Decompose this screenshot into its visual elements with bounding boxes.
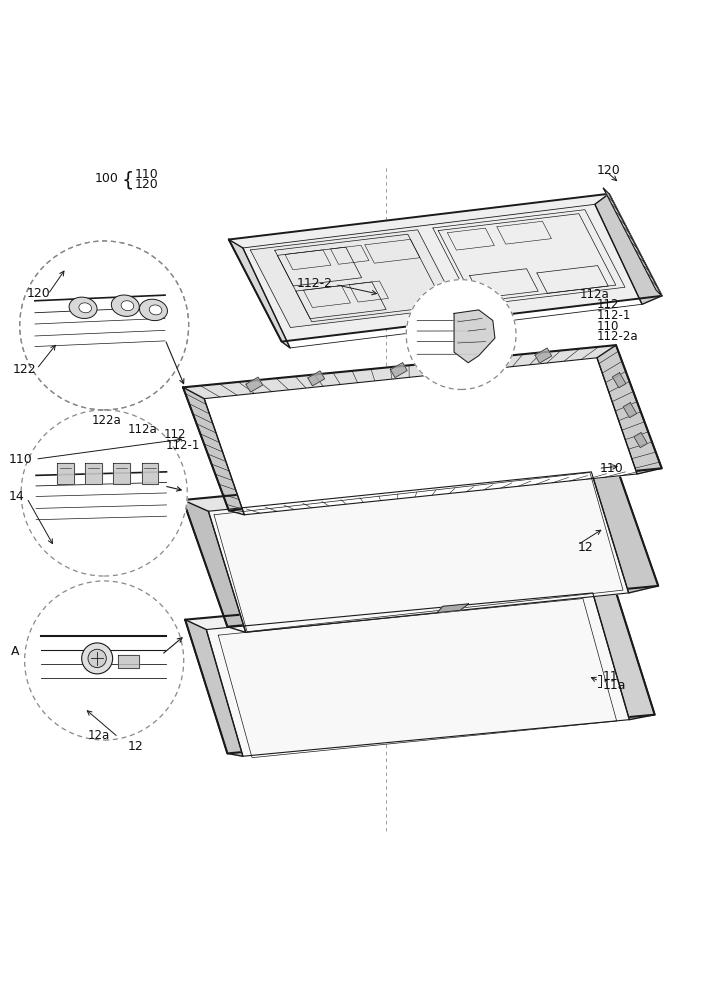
Text: 122: 122 <box>13 363 37 376</box>
Polygon shape <box>183 345 662 511</box>
Text: 12a: 12a <box>88 729 111 742</box>
Text: 12: 12 <box>128 740 144 753</box>
Polygon shape <box>204 358 637 515</box>
Polygon shape <box>208 472 629 632</box>
Polygon shape <box>85 463 102 484</box>
Polygon shape <box>593 581 655 720</box>
Polygon shape <box>229 194 662 342</box>
Ellipse shape <box>79 303 92 313</box>
Polygon shape <box>113 463 130 484</box>
Text: 110: 110 <box>600 462 624 475</box>
Text: 120: 120 <box>27 287 51 300</box>
Text: 112-2a: 112-2a <box>597 330 639 343</box>
Polygon shape <box>308 371 325 386</box>
Polygon shape <box>183 387 244 515</box>
Polygon shape <box>535 348 552 363</box>
Text: 120: 120 <box>135 178 159 191</box>
Ellipse shape <box>149 305 162 315</box>
Polygon shape <box>597 345 662 474</box>
Text: 110: 110 <box>597 320 620 333</box>
Text: 112-1: 112-1 <box>165 439 200 452</box>
Text: 12: 12 <box>577 541 593 554</box>
Polygon shape <box>634 433 648 448</box>
Text: 112a: 112a <box>128 423 158 436</box>
Text: 112-2: 112-2 <box>296 277 332 290</box>
Text: A: A <box>11 645 19 658</box>
Polygon shape <box>206 593 629 756</box>
Text: 11: 11 <box>603 670 618 682</box>
Polygon shape <box>591 459 658 593</box>
Polygon shape <box>623 403 636 418</box>
Text: 122a: 122a <box>92 414 121 427</box>
Text: 11a: 11a <box>603 679 626 692</box>
Circle shape <box>88 649 106 668</box>
Text: {: { <box>121 171 134 190</box>
Ellipse shape <box>139 299 168 321</box>
Polygon shape <box>473 354 490 369</box>
Text: 120: 120 <box>597 164 621 177</box>
Polygon shape <box>603 188 662 296</box>
Text: 112: 112 <box>597 298 620 311</box>
Polygon shape <box>391 363 407 378</box>
Text: 14: 14 <box>8 490 24 503</box>
Polygon shape <box>437 604 469 613</box>
Polygon shape <box>433 210 625 306</box>
Polygon shape <box>595 194 662 304</box>
Text: 112a: 112a <box>579 288 609 301</box>
Ellipse shape <box>121 301 134 311</box>
Text: 112-1: 112-1 <box>597 309 631 322</box>
Polygon shape <box>183 459 658 627</box>
Polygon shape <box>246 377 263 392</box>
Ellipse shape <box>111 295 139 316</box>
Polygon shape <box>251 230 458 328</box>
Text: 110: 110 <box>8 453 32 466</box>
Polygon shape <box>57 463 74 484</box>
Polygon shape <box>229 240 290 348</box>
Circle shape <box>20 241 189 410</box>
Circle shape <box>25 581 184 740</box>
Ellipse shape <box>69 297 97 318</box>
Circle shape <box>406 280 516 389</box>
Polygon shape <box>185 581 655 753</box>
Text: 112: 112 <box>163 428 186 441</box>
Text: 110: 110 <box>135 168 159 181</box>
Circle shape <box>82 643 113 674</box>
Polygon shape <box>454 310 495 363</box>
Polygon shape <box>185 620 243 756</box>
Polygon shape <box>142 463 158 484</box>
Polygon shape <box>118 655 139 668</box>
Text: 100: 100 <box>94 172 118 185</box>
Circle shape <box>21 410 187 576</box>
Polygon shape <box>183 500 246 632</box>
Polygon shape <box>612 373 626 388</box>
